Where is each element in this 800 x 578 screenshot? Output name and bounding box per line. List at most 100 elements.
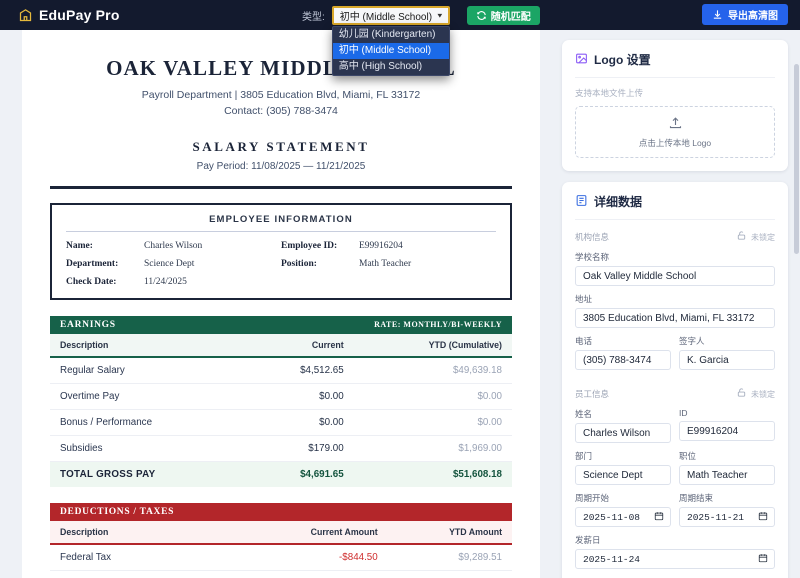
row-ytd: $49,639.18 <box>353 356 512 384</box>
row-ytd: $2,064.37 <box>387 570 512 578</box>
image-icon <box>575 52 588 68</box>
department-input[interactable] <box>575 465 671 485</box>
employee-field: Position: Math Teacher <box>281 259 496 269</box>
row-ytd: $0.00 <box>353 409 512 436</box>
position-input[interactable] <box>679 465 775 485</box>
period-end-date-input[interactable]: 2025-11-21 <box>679 507 775 527</box>
type-selector-group: 类型: 初中 (Middle School) ▼ 幼儿园 (Kindergart… <box>296 2 546 76</box>
table-row: Overtime Pay $0.00 $0.00 <box>50 383 512 410</box>
table-icon <box>575 194 588 210</box>
type-label: 类型: <box>302 11 325 23</box>
org-section-label: 机构信息 <box>575 232 610 242</box>
field-key: Check Date: <box>66 276 117 287</box>
brand-name: EduPay Pro <box>39 7 120 23</box>
phone-label: 电话 <box>575 336 593 346</box>
dropdown-option-high-school[interactable]: 高中 (High School) <box>338 60 423 72</box>
table-row: Regular Salary $4,512.65 $49,639.18 <box>50 356 512 384</box>
row-description: State Tax <box>50 570 240 578</box>
unlock-icon <box>736 387 747 401</box>
earnings-col-description: Description <box>50 333 246 358</box>
deductions-col-ytd: YTD Amount <box>387 520 512 545</box>
phone-input[interactable] <box>575 350 671 370</box>
row-desc-text: Federal Tax <box>60 551 112 563</box>
employee-info-title: EMPLOYEE INFORMATION <box>66 214 496 232</box>
org-lock-text: 未锁定 <box>751 232 775 242</box>
calendar-icon[interactable] <box>654 511 664 524</box>
pay-date-value: 2025-11-24 <box>583 553 641 565</box>
position-label: 职位 <box>679 451 697 461</box>
school-type-dropdown[interactable]: 幼儿园 (Kindergarten) 初中 (Middle School) 高中… <box>331 25 450 76</box>
signer-input[interactable] <box>679 350 775 370</box>
employee-lock-text: 未锁定 <box>751 389 775 399</box>
row-ytd: $1,969.00 <box>353 435 512 462</box>
row-current: -$844.50 <box>239 543 388 571</box>
period-start-label: 周期开始 <box>575 493 610 503</box>
employee-id-input[interactable] <box>679 421 775 441</box>
earnings-table: Description Current YTD (Cumulative) Reg… <box>50 333 512 487</box>
earnings-col-ytd: YTD (Cumulative) <box>353 333 512 358</box>
period-end-label: 周期结束 <box>679 493 714 503</box>
school-type-select[interactable]: 初中 (Middle School) ▼ <box>331 5 450 25</box>
logo-upload-dropzone[interactable]: 点击上传本地 Logo <box>575 106 775 158</box>
address-field: 地址 <box>575 293 775 328</box>
employee-information-box: EMPLOYEE INFORMATION Name: Charles Wilso… <box>50 202 512 300</box>
employee-id-field: ID <box>679 408 775 443</box>
school-contact-line: Contact: (305) 788-3474 <box>224 105 338 117</box>
logo-upload-hint: 支持本地文件上传 <box>575 88 644 98</box>
field-key: Department: <box>66 258 119 269</box>
school-type-select-wrapper[interactable]: 初中 (Middle School) ▼ 幼儿园 (Kindergarten) … <box>331 5 450 76</box>
row-current: $0.00 <box>245 383 354 410</box>
detail-data-card: 详细数据 机构信息 未锁定 学校名称 地址 电话 <box>562 182 788 578</box>
row-description: Federal Tax <box>50 543 240 571</box>
field-value: Charles Wilson <box>144 240 203 251</box>
employee-section-row: 员工信息 未锁定 <box>575 387 775 401</box>
deductions-section: DEDUCTIONS / TAXES Description Current A… <box>50 502 512 578</box>
signer-field: 签字人 <box>679 335 775 370</box>
header-divider <box>50 186 512 189</box>
brand: EduPay Pro <box>18 7 120 23</box>
department-position-row: 部门 职位 <box>575 450 775 492</box>
sidebar-scrollbar[interactable] <box>794 64 799 254</box>
employee-id-label: ID <box>679 408 688 418</box>
employee-field: Department: Science Dept <box>66 259 281 269</box>
org-lock-toggle[interactable]: 未锁定 <box>736 230 775 244</box>
period-start-field: 周期开始 2025-11-08 <box>575 492 671 527</box>
dropdown-option-kindergarten[interactable]: 幼儿园 (Kindergarten) <box>338 28 436 40</box>
school-address-line: Payroll Department | 3805 Education Blvd… <box>141 89 421 101</box>
unlock-icon <box>736 230 747 244</box>
row-description: Overtime Pay <box>50 383 246 410</box>
statement-title: SALARY STATEMENT <box>192 139 370 154</box>
calendar-icon[interactable] <box>758 511 768 524</box>
department-field: 部门 <box>575 450 671 485</box>
dropdown-option-middle-school[interactable]: 初中 (Middle School) <box>332 42 449 59</box>
school-name-field: 学校名称 <box>575 251 775 286</box>
earnings-section: EARNINGS RATE: MONTHLY/BI-WEEKLY Descrip… <box>50 315 512 487</box>
row-current: $179.00 <box>245 435 354 462</box>
field-key: Name: <box>66 240 93 251</box>
row-current: $4,512.65 <box>245 356 354 384</box>
row-ytd: $9,289.51 <box>387 543 512 571</box>
row-ytd: $0.00 <box>353 383 512 410</box>
top-navigation-bar: EduPay Pro 类型: 初中 (Middle School) ▼ 幼儿园 … <box>0 0 800 76</box>
deductions-col-current: Current Amount <box>239 520 388 545</box>
deductions-col-description: Description <box>50 520 240 545</box>
employee-name-label: 姓名 <box>575 409 593 419</box>
field-value: 11/24/2025 <box>144 276 187 287</box>
export-hd-image-button[interactable]: 导出高清图 <box>702 4 788 25</box>
school-name-input[interactable] <box>575 266 775 286</box>
deductions-bar-title: DEDUCTIONS / TAXES <box>60 506 175 517</box>
chevron-down-icon: ▼ <box>435 11 444 19</box>
field-key: Employee ID: <box>281 240 338 251</box>
random-match-button[interactable]: 随机匹配 <box>466 5 540 25</box>
table-row: Bonus / Performance $0.00 $0.00 <box>50 409 512 436</box>
name-id-row: 姓名 ID <box>575 408 775 450</box>
employee-lock-toggle[interactable]: 未锁定 <box>736 387 775 401</box>
employee-name-input[interactable] <box>575 423 671 443</box>
field-value: E99916204 <box>359 240 403 251</box>
address-input[interactable] <box>575 308 775 328</box>
earnings-bar-title: EARNINGS <box>60 319 116 330</box>
period-row: 周期开始 2025-11-08 周期结束 2025-11-21 <box>575 492 775 534</box>
calendar-icon[interactable] <box>758 553 768 566</box>
pay-date-input[interactable]: 2025-11-24 <box>575 549 775 569</box>
period-start-date-input[interactable]: 2025-11-08 <box>575 507 671 527</box>
